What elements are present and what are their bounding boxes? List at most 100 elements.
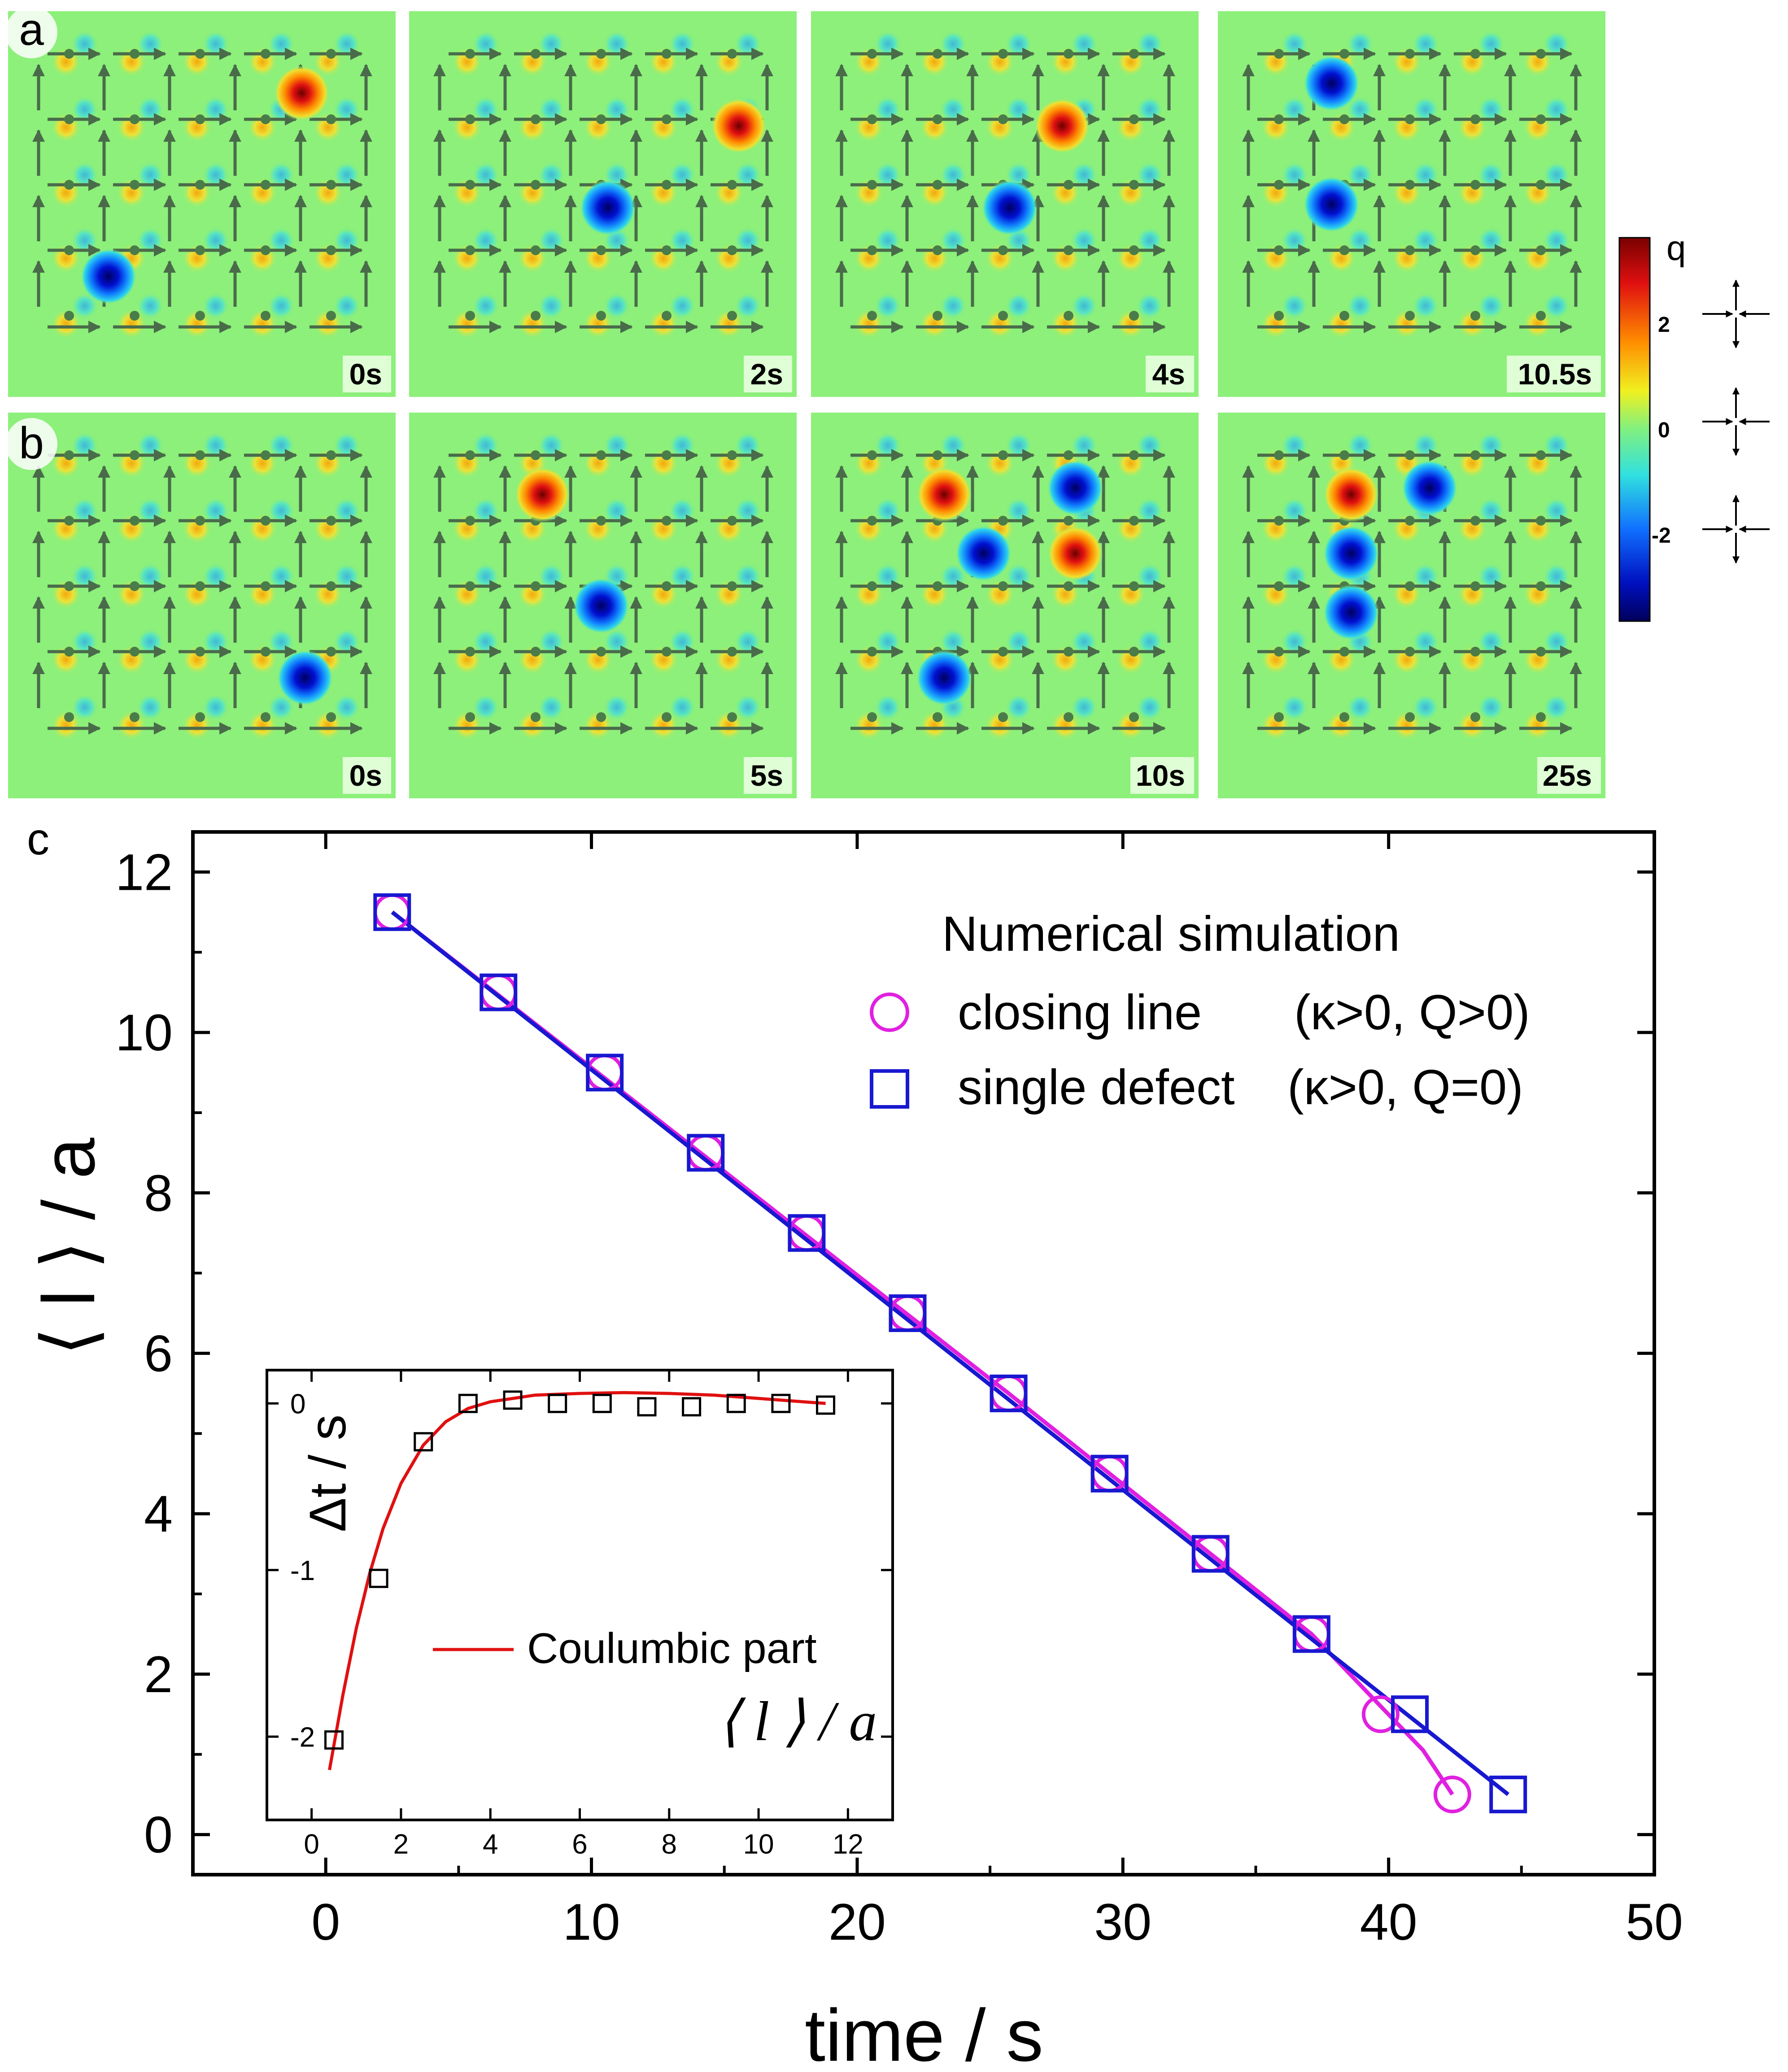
lattice-vertex (1536, 180, 1546, 190)
lattice-vertex (261, 647, 270, 657)
snapshot-panel-b-0: 0s (8, 413, 396, 798)
charge-halo (1347, 292, 1374, 319)
lattice-vertex (1129, 180, 1139, 190)
lattice-vertex (130, 114, 140, 124)
lattice-vertex (465, 581, 475, 591)
lattice-vertex (1536, 581, 1546, 591)
positive-charge (1034, 98, 1090, 154)
lattice-vertex (465, 245, 475, 255)
charge-halo (538, 292, 565, 319)
inset-x-tick-label: 6 (572, 1829, 587, 1860)
lattice-vertex (64, 516, 74, 526)
charge-halo (1543, 292, 1570, 319)
lattice-vertex (130, 516, 140, 526)
lattice-vertex (465, 450, 475, 460)
lattice-vertex (1536, 114, 1546, 124)
negative-charge (81, 248, 136, 305)
lattice-vertex (1405, 450, 1415, 460)
inset-square-point (637, 1397, 657, 1417)
snapshot-panels: 0s 2s 4s 10.5s 0s 5s 10s 25s (8, 11, 1605, 798)
lattice-vertex (1405, 49, 1415, 59)
lattice-vertex (1405, 311, 1415, 321)
lattice-vertex (596, 311, 606, 321)
lattice-vertex (261, 581, 270, 591)
lattice-vertex (998, 516, 1008, 526)
lattice-vertex (326, 49, 336, 59)
lattice-vertex (1470, 647, 1480, 657)
charge-halo (669, 694, 696, 721)
lattice-vertex (1129, 114, 1139, 124)
inset-square-point (592, 1393, 612, 1413)
lattice-vertex (261, 49, 270, 59)
inset-x-tick-label: 4 (483, 1829, 498, 1860)
circle-point (1361, 1695, 1400, 1733)
x-tick-label: 50 (1626, 1894, 1683, 1951)
inset-axes-ticks: 0 2 4 6 8 10 12 -2 -1 0 (267, 1370, 893, 1860)
positive-charge (1323, 466, 1379, 522)
lattice-vertex (1129, 647, 1139, 657)
lattice-vertex (195, 114, 205, 124)
snapshot-time-label: 0s (349, 759, 382, 792)
square-point (1292, 1615, 1330, 1653)
lattice-vertex (1339, 49, 1349, 59)
lattice-vertex (261, 180, 270, 190)
y-tick-label: 4 (144, 1485, 173, 1543)
lattice-vertex (1274, 516, 1284, 526)
charge-halo (1071, 694, 1098, 721)
lattice-vertex (64, 647, 74, 657)
inset-square-point (414, 1432, 433, 1452)
x-tick-label: 40 (1360, 1894, 1417, 1951)
snapshot-panel-a-1: 2s (409, 11, 797, 397)
lattice-vertex (1064, 516, 1073, 526)
positive-charge (916, 466, 972, 522)
charge-halo (137, 694, 164, 721)
lattice-vertex (1470, 581, 1480, 591)
negative-charge (1323, 584, 1379, 640)
colorbar-tick-0: 0 (1658, 418, 1670, 442)
lattice-vertex (195, 311, 205, 321)
y-tick-label: 10 (115, 1004, 173, 1062)
square-point (990, 1374, 1028, 1412)
lattice-vertex (326, 311, 336, 321)
lattice-vertex (1274, 180, 1284, 190)
lattice-vertex (1405, 647, 1415, 657)
lattice-vertex (1339, 114, 1349, 124)
charge-halo (137, 292, 164, 319)
lattice-vertex (1129, 516, 1139, 526)
lattice-vertex (1339, 647, 1349, 657)
legend-condition-single-defect: (κ>0, Q=0) (1287, 1060, 1523, 1115)
lattice-vertex (326, 450, 336, 460)
charge-halo (333, 694, 360, 721)
lattice-vertex (1470, 114, 1480, 124)
lattice-vertex (1536, 450, 1546, 460)
lattice-vertex (1536, 245, 1546, 255)
snapshot-time-label: 10s (1136, 759, 1185, 792)
lattice-vertex (662, 49, 672, 59)
lattice-vertex (1064, 311, 1073, 321)
lattice-vertex (1339, 450, 1349, 460)
inset-y-tick-label: 0 (290, 1389, 305, 1419)
lattice-vertex (1274, 49, 1284, 59)
lattice-vertex (1470, 450, 1480, 460)
lattice-vertex (662, 581, 672, 591)
lattice-vertex (933, 311, 942, 321)
lattice-vertex (326, 712, 336, 722)
negative-charge (277, 650, 333, 706)
lattice-vertex (64, 311, 74, 321)
lattice-vertex (195, 516, 205, 526)
lattice-vertex (1536, 647, 1546, 657)
charge-halo (1071, 292, 1098, 319)
lattice-vertex (1536, 49, 1546, 59)
vertex-config-icon (1702, 387, 1770, 456)
lattice-vertex (261, 311, 270, 321)
inset-y-axis-title: Δt / s (299, 1415, 357, 1532)
x-tick-label: 30 (1094, 1894, 1151, 1951)
lattice-vertex (727, 516, 737, 526)
lattice-vertex (933, 581, 942, 591)
negative-charge (1304, 176, 1360, 232)
lattice-vertex (1536, 516, 1546, 526)
square-point (1191, 1535, 1230, 1573)
negative-charge (955, 526, 1012, 581)
lattice-vertex (662, 647, 672, 657)
inset-square-point (458, 1393, 478, 1413)
